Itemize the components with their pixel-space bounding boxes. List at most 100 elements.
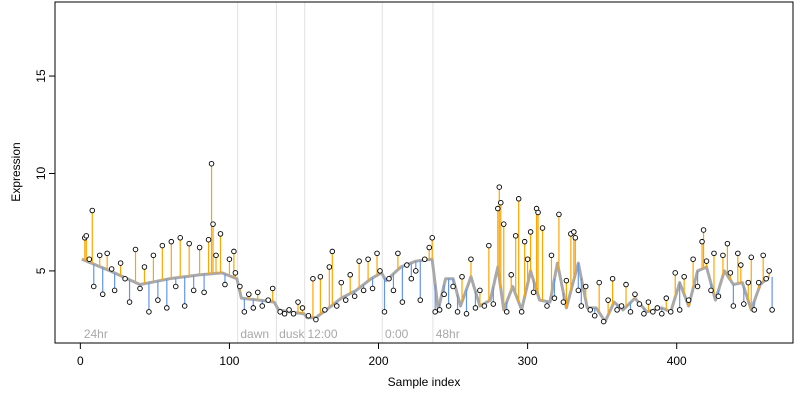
data-point	[329, 248, 336, 255]
data-point	[605, 297, 611, 303]
data-point	[201, 289, 207, 296]
data-point	[745, 279, 752, 286]
data-point	[472, 305, 479, 311]
data-point	[627, 309, 634, 315]
data-point	[560, 299, 567, 305]
data-point	[623, 281, 629, 288]
data-point	[408, 275, 415, 282]
data-point	[421, 256, 428, 262]
data-point	[205, 236, 212, 243]
data-point	[503, 309, 510, 315]
data-point	[334, 303, 340, 309]
data-point	[208, 160, 215, 167]
data-point	[663, 295, 670, 301]
data-point	[544, 303, 550, 309]
data-point	[556, 211, 562, 218]
data-point	[213, 252, 219, 259]
data-point	[290, 311, 297, 317]
data-point	[269, 285, 276, 292]
data-point	[667, 309, 674, 315]
data-point	[347, 272, 353, 278]
data-point	[445, 303, 452, 309]
data-point	[650, 309, 656, 315]
data-point	[104, 250, 110, 257]
condition-labels: 24hr dawn dusk 12:00 0:00 48hr	[84, 327, 460, 341]
data-point	[636, 301, 643, 307]
data-point	[150, 252, 157, 259]
data-point	[459, 273, 465, 280]
data-point	[395, 250, 401, 257]
data-point	[381, 309, 388, 315]
data-point	[496, 184, 503, 190]
data-point	[535, 209, 541, 216]
data-point	[426, 244, 432, 251]
data-point	[310, 275, 316, 282]
data-point	[177, 235, 183, 241]
data-point	[454, 309, 461, 315]
data-point	[232, 270, 239, 276]
data-point	[259, 303, 265, 309]
data-point	[715, 293, 722, 299]
data-point	[108, 266, 115, 272]
data-point	[583, 283, 589, 290]
data-point	[226, 256, 233, 262]
data-point	[486, 242, 492, 249]
data-point	[741, 301, 747, 307]
data-point	[672, 270, 678, 276]
condition-label: 48hr	[436, 327, 460, 341]
data-point	[338, 279, 345, 286]
data-point	[241, 309, 248, 315]
data-point	[676, 307, 683, 313]
data-point	[360, 287, 367, 294]
data-point	[286, 307, 292, 313]
data-point	[659, 311, 665, 317]
data-point	[730, 303, 737, 309]
data-point	[231, 248, 237, 255]
data-point	[578, 303, 585, 309]
data-point	[390, 287, 397, 294]
data-point	[326, 264, 333, 270]
data-point	[477, 287, 483, 294]
data-point	[521, 238, 528, 245]
y-tick-label: 10	[34, 166, 48, 180]
data-point	[495, 205, 501, 212]
condition-dividers	[237, 2, 434, 343]
data-point	[641, 311, 647, 317]
data-point	[539, 225, 546, 231]
data-point	[250, 305, 257, 311]
data-point	[91, 283, 97, 290]
data-point	[587, 307, 593, 313]
data-point	[609, 275, 616, 282]
data-point	[703, 258, 710, 264]
data-point	[255, 289, 261, 296]
data-point	[450, 283, 456, 290]
data-point	[399, 299, 406, 305]
data-point	[342, 297, 349, 303]
data-point	[141, 264, 148, 270]
data-point	[190, 287, 197, 294]
data-point	[265, 297, 271, 303]
data-point	[735, 250, 741, 257]
data-point	[305, 312, 312, 319]
data-point	[299, 305, 306, 311]
data-point	[295, 299, 301, 305]
x-tick-label: 0	[77, 354, 84, 368]
condition-label: dawn	[240, 327, 269, 341]
data-point	[186, 240, 192, 247]
data-point	[413, 268, 419, 274]
x-axis-title: Sample index	[388, 375, 461, 389]
data-point	[322, 307, 328, 313]
data-point	[738, 262, 744, 268]
data-point	[614, 307, 620, 313]
y-tick-label: 15	[34, 69, 48, 83]
data-point	[548, 252, 555, 259]
data-point	[117, 260, 124, 266]
data-point	[237, 283, 243, 290]
data-point	[563, 277, 570, 284]
data-point	[386, 275, 392, 282]
data-point	[210, 221, 216, 227]
data-point	[618, 303, 625, 309]
data-point	[89, 207, 96, 214]
data-point	[751, 307, 757, 313]
data-point	[571, 229, 577, 235]
